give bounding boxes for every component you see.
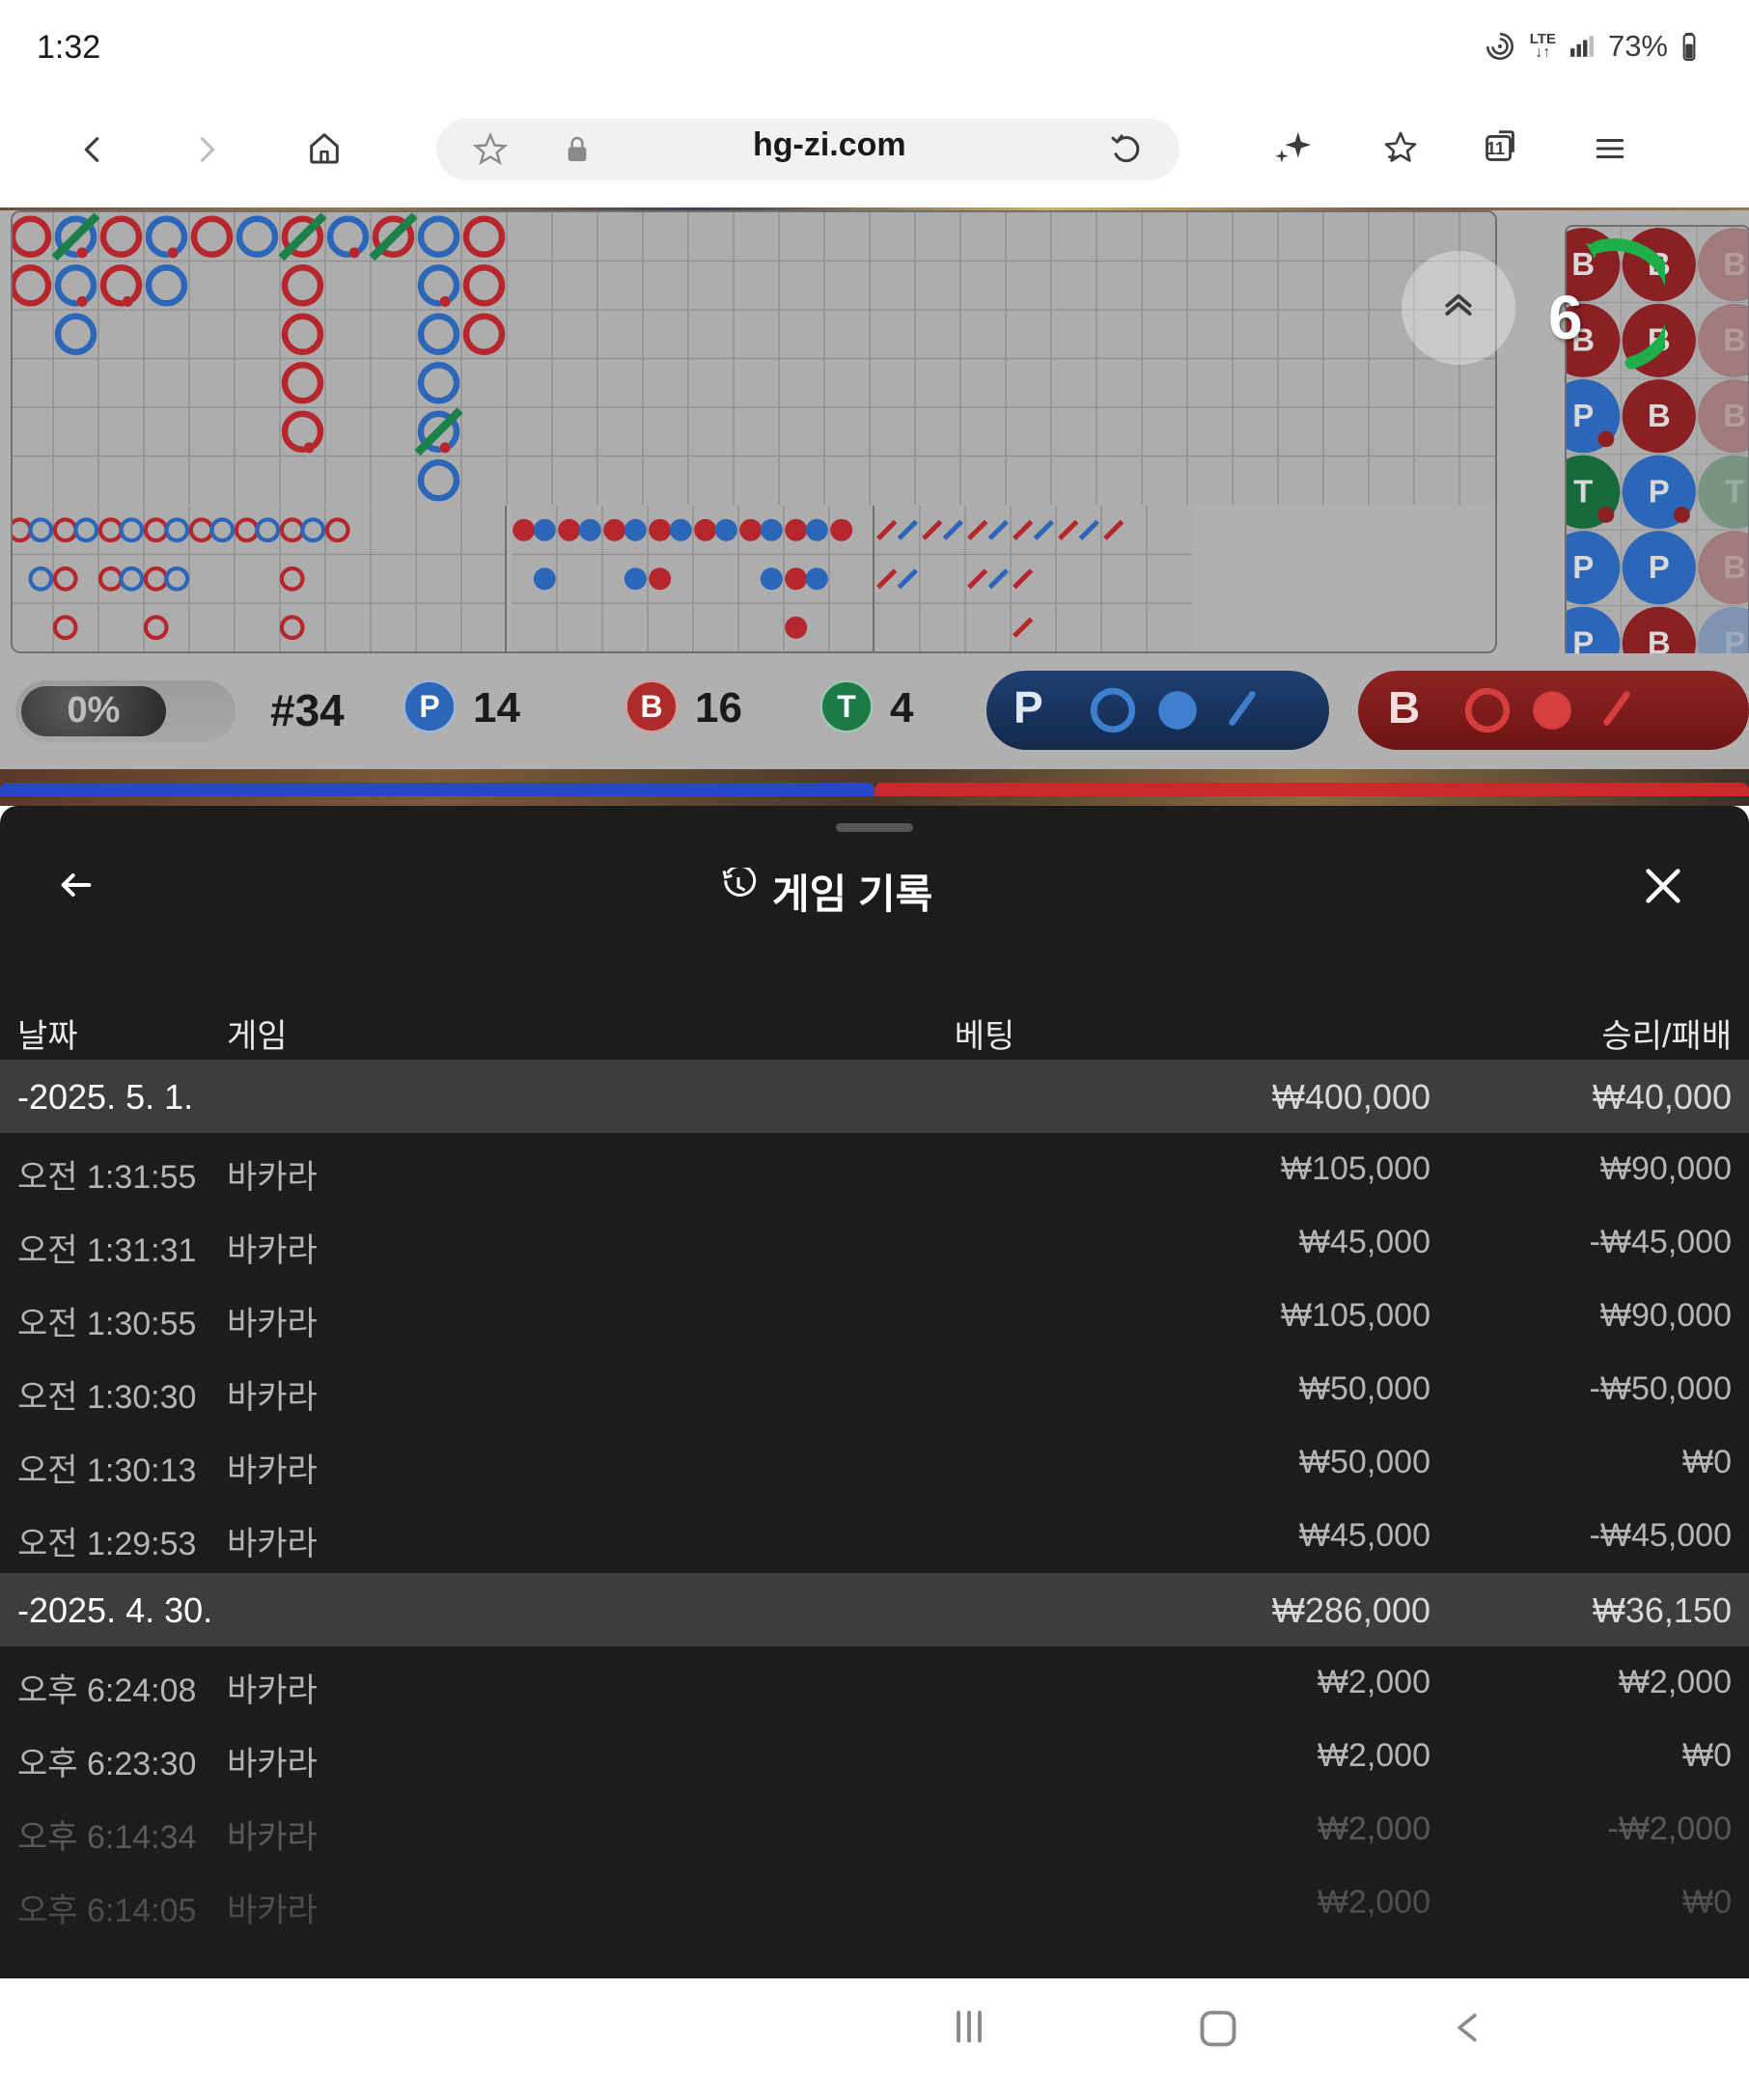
svg-text:T: T	[1725, 474, 1744, 510]
svg-text:T: T	[1573, 474, 1593, 510]
svg-text:P: P	[1649, 549, 1670, 585]
svg-text:B: B	[1723, 246, 1746, 282]
svg-text:B: B	[1723, 322, 1746, 358]
svg-text:P: P	[1572, 549, 1594, 585]
svg-text:B: B	[1648, 398, 1671, 433]
svg-text:B: B	[1723, 549, 1746, 585]
svg-text:P: P	[1572, 398, 1594, 433]
svg-text:P: P	[1649, 474, 1670, 510]
svg-text:B: B	[1723, 398, 1746, 433]
